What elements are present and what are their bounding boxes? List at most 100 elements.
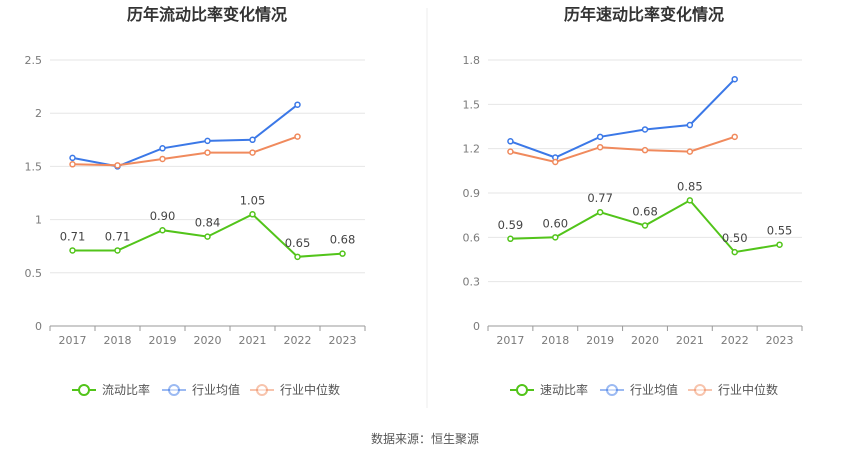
legend-label: 流动比率: [102, 382, 150, 397]
data-point: [552, 234, 559, 241]
data-label: 0.55: [767, 224, 793, 238]
data-point: [596, 133, 604, 141]
data-label: 0.68: [632, 205, 658, 219]
chart-panel-1: 历年流动比率变化情况 0 0.5 1 1.5 2 2.5 2017 2018 2019 2020 20…: [25, 5, 366, 397]
y-tick-label: 2.5: [25, 54, 43, 67]
x-tick-label: 2019: [586, 334, 614, 347]
chart-title: 历年流动比率变化情况: [127, 5, 287, 24]
data-point: [294, 253, 301, 261]
data-point: [507, 148, 514, 155]
data-point: [596, 143, 604, 151]
data-label: 0.68: [330, 233, 356, 247]
y-tick-label: 0: [473, 320, 480, 333]
data-point: [596, 208, 604, 216]
data-point: [507, 138, 514, 145]
legend-label: 行业均值: [630, 382, 678, 397]
data-point: [686, 197, 694, 204]
chart-panel-2: 历年速动比率变化情况 0 0.3 0.6 0.9 1.2 1.5 1.8 2017 2018 201…: [463, 5, 803, 397]
series-line-2: [72, 135, 298, 167]
legend-swatch-marker: [168, 384, 180, 396]
legend-label: 行业中位数: [280, 382, 340, 397]
x-tick-label: 2019: [149, 334, 177, 347]
data-point: [69, 154, 76, 162]
legend-label: 行业均值: [192, 382, 240, 397]
data-point: [686, 121, 694, 129]
x-tick-label: 2022: [721, 334, 749, 347]
data-point: [641, 126, 649, 133]
data-label: 0.50: [722, 231, 748, 245]
y-tick-label: 1: [35, 214, 42, 227]
data-source-label: 数据来源：恒生聚源: [371, 431, 479, 446]
data-point: [249, 149, 256, 156]
y-tick-label: 2: [35, 107, 42, 120]
x-tick-label: 2017: [59, 334, 87, 347]
data-point: [731, 75, 738, 83]
data-point: [69, 247, 76, 254]
legend-item[interactable]: 行业中位数: [250, 382, 340, 397]
y-tick-label: 0.3: [463, 276, 481, 289]
legend-item[interactable]: 行业均值: [162, 382, 240, 397]
data-label: 0.71: [60, 229, 86, 243]
data-point: [641, 146, 649, 154]
data-point: [686, 148, 694, 155]
data-point: [114, 247, 121, 254]
x-tick-label: 2017: [496, 334, 524, 347]
data-point: [776, 241, 783, 248]
data-point: [552, 158, 559, 166]
data-label: 0.85: [677, 179, 703, 193]
y-tick-label: 1.5: [463, 98, 481, 111]
x-tick-label: 2021: [239, 334, 267, 347]
y-tick-label: 0: [35, 320, 42, 333]
data-point: [204, 233, 211, 240]
data-label: 0.84: [195, 216, 221, 230]
data-point: [641, 222, 649, 229]
legend-swatch-marker: [78, 384, 90, 396]
data-label: 0.71: [105, 229, 131, 243]
legend-item[interactable]: 流动比率: [72, 382, 150, 397]
series-line-2: [510, 135, 736, 164]
data-point: [507, 235, 514, 243]
data-point: [69, 161, 76, 168]
x-tick-label: 2020: [631, 334, 659, 347]
legend-item[interactable]: 行业中位数: [688, 382, 778, 397]
legend-label: 行业中位数: [718, 382, 778, 397]
data-point: [159, 145, 166, 152]
data-point: [294, 133, 301, 140]
data-label: 0.77: [587, 191, 613, 205]
data-point: [204, 137, 211, 145]
legend-swatch-marker: [694, 384, 706, 396]
data-point: [731, 248, 738, 256]
x-tick-label: 2023: [766, 334, 794, 347]
data-point: [159, 155, 166, 163]
data-point: [339, 250, 346, 257]
data-point: [114, 162, 121, 169]
x-tick-label: 2022: [284, 334, 312, 347]
y-tick-label: 1.8: [463, 54, 481, 67]
data-point: [159, 226, 166, 234]
data-point: [249, 211, 256, 218]
legend-swatch-marker: [256, 384, 268, 396]
x-tick-label: 2021: [676, 334, 704, 347]
x-tick-label: 2018: [104, 334, 132, 347]
x-tick-label: 2018: [541, 334, 569, 347]
data-label: 0.90: [150, 209, 176, 223]
series-line-1: [72, 103, 299, 168]
data-label: 0.60: [542, 216, 568, 230]
data-label: 0.59: [498, 218, 524, 232]
legend-item[interactable]: 行业均值: [600, 382, 678, 397]
x-tick-label: 2020: [194, 334, 222, 347]
legend-label: 速动比率: [540, 382, 588, 397]
y-tick-label: 1.5: [25, 160, 43, 173]
data-point: [731, 133, 738, 141]
y-tick-label: 1.2: [463, 143, 481, 156]
chart-title: 历年速动比率变化情况: [564, 5, 724, 24]
legend-item[interactable]: 速动比率: [510, 382, 588, 397]
series-line-1: [510, 78, 736, 159]
legend-swatch-marker: [606, 384, 618, 396]
data-point: [249, 136, 256, 144]
legend-swatch-marker: [516, 384, 528, 396]
y-tick-label: 0.6: [463, 231, 481, 244]
y-tick-label: 0.9: [463, 187, 481, 200]
